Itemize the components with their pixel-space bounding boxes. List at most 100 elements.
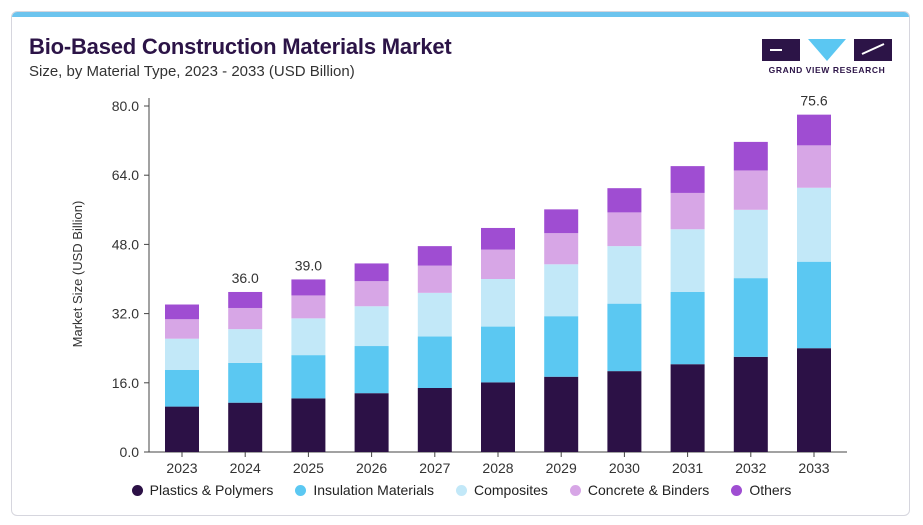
bar-segment-concrete-binders-2031 [670, 192, 705, 230]
stacked-bar-chart: 0.0 16.0 32.0 48.0 64.0 80.0 Market Size (USD … [70, 93, 847, 476]
bar-segment-plastics-polymers-2031 [670, 364, 705, 452]
x-tick-label: 2032 [735, 460, 766, 476]
bar-segment-plastics-polymers-2027 [417, 387, 452, 452]
bar-segment-composites-2030 [607, 246, 642, 304]
bar-segment-plastics-polymers-2025 [291, 398, 326, 452]
bar-segment-others-2032 [733, 141, 768, 171]
bar-segment-concrete-binders-2033 [797, 145, 831, 188]
bar-segment-others-2028 [481, 227, 515, 250]
bar-segment-others-2025 [291, 279, 326, 296]
bar-segment-others-2029 [544, 209, 579, 234]
legend-item: Composites [455, 482, 548, 498]
x-tick-label: 2026 [356, 460, 387, 476]
bar-segment-concrete-binders-2029 [544, 233, 579, 265]
bar-segment-composites-2031 [670, 229, 705, 292]
bar-segment-plastics-polymers-2023 [165, 406, 199, 452]
bar-segment-insulation-materials-2025 [291, 355, 326, 399]
y-tick-label: 64.0 [112, 167, 139, 183]
bar-segment-plastics-polymers-2026 [354, 393, 389, 452]
logo-mark-icon [762, 39, 892, 61]
bar-segment-plastics-polymers-2024 [228, 402, 263, 452]
grand-view-research-logo: GRAND VIEW RESEARCH [762, 36, 892, 86]
x-tick-label: 2028 [482, 460, 513, 476]
accent-bar [12, 12, 909, 17]
bar-segment-others-2026 [354, 263, 389, 282]
x-tick-label: 2024 [230, 460, 261, 476]
x-tick-label: 2029 [546, 460, 577, 476]
y-axis-title: Market Size (USD Billion) [70, 201, 85, 348]
legend-swatch [569, 484, 581, 496]
bar-segment-insulation-materials-2029 [544, 316, 579, 377]
bar-segment-insulation-materials-2033 [797, 261, 831, 349]
bar-segment-others-2027 [417, 246, 452, 266]
legend-item: Concrete & Binders [569, 482, 710, 498]
bar-segment-plastics-polymers-2030 [607, 371, 642, 452]
bar-segment-plastics-polymers-2033 [797, 348, 831, 452]
bar-segment-insulation-materials-2027 [417, 336, 452, 388]
bar-segment-composites-2026 [354, 306, 389, 347]
chart-title: Bio-Based Construction Materials Market [29, 34, 452, 59]
legend-label: Others [749, 482, 792, 498]
x-tick-label: 2030 [609, 460, 640, 476]
bar-total-label: 36.0 [232, 270, 259, 286]
legend-swatch [731, 484, 743, 496]
legend-label: Concrete & Binders [587, 482, 710, 498]
bar-segment-concrete-binders-2028 [481, 249, 515, 279]
y-tick-label: 32.0 [112, 306, 139, 322]
bar-segment-concrete-binders-2030 [607, 212, 642, 247]
bar-segment-composites-2023 [165, 338, 199, 370]
bar-segment-insulation-materials-2030 [607, 303, 642, 372]
bar-segment-composites-2027 [417, 292, 452, 337]
legend-label: Composites [473, 482, 548, 498]
x-tick-label: 2031 [672, 460, 703, 476]
bar-segment-others-2030 [607, 188, 642, 213]
logo-text: GRAND VIEW RESEARCH [768, 65, 886, 75]
bar-segment-insulation-materials-2031 [670, 291, 705, 365]
bar-segment-composites-2024 [228, 329, 263, 363]
bar-segment-insulation-materials-2026 [354, 346, 389, 394]
x-tick-label: 2027 [419, 460, 450, 476]
bar-segment-plastics-polymers-2029 [544, 376, 579, 452]
bar-segment-concrete-binders-2026 [354, 281, 389, 307]
x-tick-label: 2033 [798, 460, 829, 476]
bar-segment-concrete-binders-2027 [417, 265, 452, 293]
legend-item: Others [731, 482, 791, 498]
legend-label: Plastics & Polymers [149, 482, 274, 498]
legend-swatch [295, 484, 307, 496]
legend-item: Plastics & Polymers [131, 482, 274, 498]
bar-segment-composites-2025 [291, 318, 326, 356]
bar-segment-insulation-materials-2024 [228, 362, 263, 403]
bar-total-label: 75.6 [800, 93, 827, 109]
bar-segment-others-2033 [797, 114, 831, 146]
bar-segment-composites-2029 [544, 264, 579, 317]
y-tick-label: 80.0 [112, 98, 139, 114]
legend-swatch [455, 484, 467, 496]
bar-segment-concrete-binders-2023 [165, 319, 199, 339]
bar-segment-others-2024 [228, 291, 263, 308]
bar-segment-composites-2032 [733, 209, 768, 279]
bar-segment-composites-2033 [797, 187, 831, 262]
bar-segment-insulation-materials-2023 [165, 369, 199, 407]
y-tick-label: 0.0 [120, 444, 140, 460]
chart-subtitle: Size, by Material Type, 2023 - 2033 (USD… [29, 63, 355, 80]
bar-segment-concrete-binders-2032 [733, 170, 768, 210]
bar-total-label: 39.0 [295, 257, 322, 273]
bar-segment-concrete-binders-2024 [228, 307, 263, 330]
chart-card: Bio-Based Construction Materials Market … [11, 11, 910, 516]
legend-item: Insulation Materials [295, 482, 434, 498]
bar-segment-insulation-materials-2032 [733, 278, 768, 357]
bar-segment-others-2023 [165, 304, 199, 320]
bar-segment-plastics-polymers-2028 [481, 382, 515, 452]
x-tick-label: 2025 [293, 460, 324, 476]
bar-segment-composites-2028 [481, 279, 515, 327]
legend-label: Insulation Materials [313, 482, 434, 498]
y-tick-label: 48.0 [112, 236, 139, 252]
legend-swatch [131, 484, 143, 496]
y-tick-label: 16.0 [112, 375, 139, 391]
chart-legend: Plastics & Polymers Insulation Materials C… [12, 482, 909, 498]
bar-segment-insulation-materials-2028 [481, 326, 515, 383]
bar-segment-others-2031 [670, 166, 705, 193]
bar-segment-plastics-polymers-2032 [733, 356, 768, 452]
x-tick-label: 2023 [166, 460, 197, 476]
bar-segment-concrete-binders-2025 [291, 295, 326, 319]
